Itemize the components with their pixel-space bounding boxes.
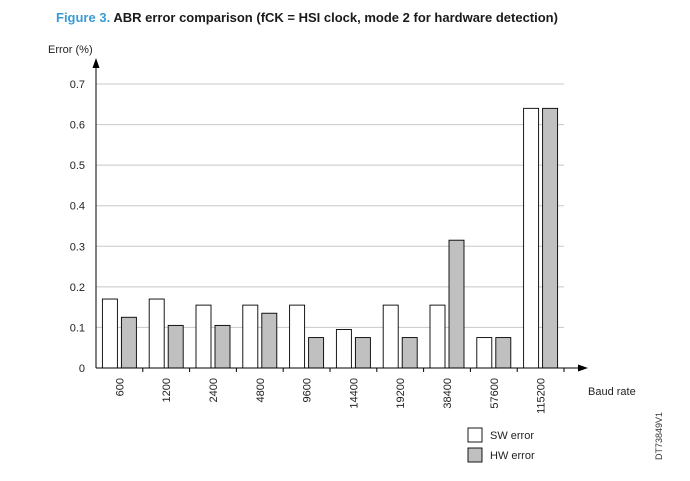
hw-error-bar	[401, 337, 418, 369]
axes	[92, 58, 588, 372]
legend-swatch	[467, 427, 483, 443]
x-axis-arrow-icon	[578, 364, 588, 372]
y-tick-label: 0	[79, 363, 85, 375]
x-tick-label: 1200	[161, 378, 173, 402]
sw-error-bar	[429, 304, 446, 369]
x-axis-title: Baud rate	[588, 386, 636, 398]
x-tick-label: 115200	[536, 378, 548, 414]
y-axis-arrow-icon	[92, 58, 100, 68]
x-tick-label: 57600	[489, 378, 501, 409]
legend-label: SW error	[490, 430, 534, 442]
x-tick-label: 38400	[442, 378, 454, 409]
y-axis-title: Error (%)	[48, 44, 93, 56]
figure-title: Figure 3. ABR error comparison (fCK = HS…	[56, 10, 558, 25]
hw-error-bar	[308, 337, 325, 369]
sw-error-bar	[476, 337, 493, 369]
sw-error-bar	[148, 298, 165, 369]
sw-error-bar	[335, 329, 352, 369]
x-tick-label: 9600	[302, 378, 314, 402]
legend-label: HW error	[490, 450, 535, 462]
sw-error-bar	[523, 107, 540, 369]
sw-error-bar	[101, 298, 118, 369]
y-tick-label: 0.3	[70, 241, 85, 253]
y-tick-label: 0.7	[70, 79, 85, 91]
x-tick-label: 19200	[395, 378, 407, 409]
x-tick-label: 600	[114, 378, 126, 396]
y-tick-label: 0.4	[70, 201, 85, 213]
hw-error-bar	[167, 324, 184, 369]
x-tick-label: 4800	[255, 378, 267, 402]
legend: SW error HW error	[467, 427, 535, 463]
figure-caption: ABR error comparison (fCK = HSI clock, m…	[113, 10, 558, 25]
x-tick-label: 14400	[348, 378, 360, 409]
y-tick-label: 0.2	[70, 282, 85, 294]
hw-error-bar	[495, 337, 512, 369]
figure-code: DT73849V1	[654, 412, 664, 460]
ticks: 0 0.1 0.2 0.3 0.4 0.5 0.6 0.7 600 1200 2400 4800 960…	[70, 79, 565, 414]
hw-error-bar	[542, 107, 559, 369]
sw-error-bar	[289, 304, 306, 369]
y-tick-label: 0.5	[70, 160, 85, 172]
y-tick-label: 0.1	[70, 322, 85, 334]
sw-error-bar	[195, 304, 212, 369]
hw-error-bar	[120, 316, 137, 369]
hw-error-bar	[354, 337, 371, 369]
sw-error-bar	[242, 304, 259, 369]
legend-swatch	[467, 447, 483, 463]
hw-error-bar	[448, 239, 465, 369]
figure-number: Figure 3.	[56, 10, 111, 25]
bars	[101, 107, 559, 369]
y-tick-label: 0.6	[70, 120, 85, 132]
gridlines	[96, 83, 564, 328]
x-tick-label: 2400	[208, 378, 220, 402]
hw-error-bar	[214, 324, 231, 369]
hw-error-bar	[261, 312, 278, 369]
sw-error-bar	[382, 304, 399, 369]
